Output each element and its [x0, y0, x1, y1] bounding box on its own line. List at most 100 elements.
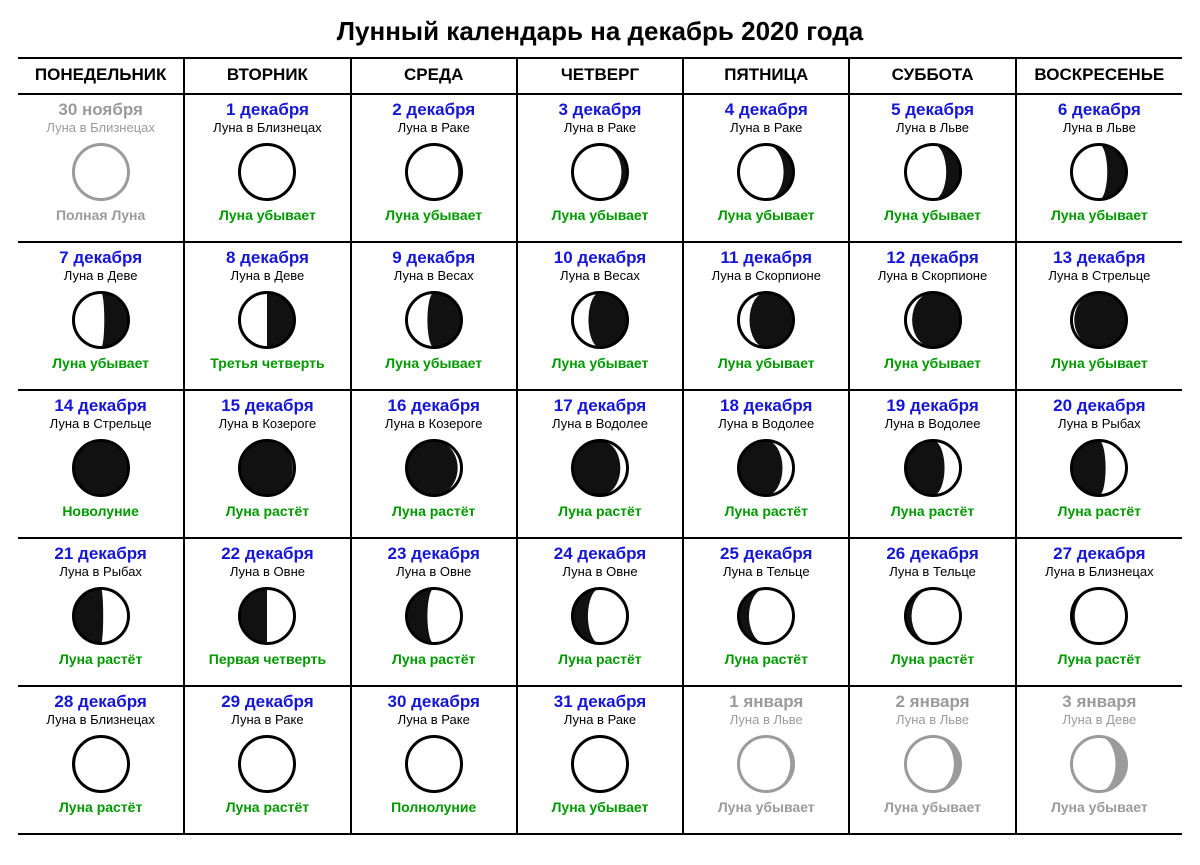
day-date: 27 декабря [1019, 545, 1180, 564]
calendar-day-cell: 6 декабряЛуна в Льве Луна убывает [1016, 94, 1182, 242]
day-phase-label: Луна убывает [852, 355, 1012, 371]
calendar-week-row: 30 ноябряЛуна в Близнецах Полная Луна1 д… [18, 94, 1182, 242]
weekday-header: СРЕДА [351, 58, 517, 94]
moon-phase-icon [238, 291, 296, 349]
weekday-header-row: ПОНЕДЕЛЬНИКВТОРНИКСРЕДАЧЕТВЕРГПЯТНИЦАСУБ… [18, 58, 1182, 94]
day-phase-label: Луна растёт [520, 503, 680, 519]
day-zodiac: Луна в Близнецах [187, 121, 347, 135]
day-date: 8 декабря [187, 249, 347, 268]
calendar-day-cell: 21 декабряЛуна в Рыбах Луна растёт [18, 538, 184, 686]
day-date: 23 декабря [354, 545, 514, 564]
moon-phase-icon [238, 587, 296, 645]
calendar-title: Лунный календарь на декабрь 2020 года [18, 16, 1182, 47]
calendar-body: 30 ноябряЛуна в Близнецах Полная Луна1 д… [18, 94, 1182, 834]
calendar-day-cell: 13 декабряЛуна в Стрельце Луна убывает [1016, 242, 1182, 390]
day-date: 9 декабря [354, 249, 514, 268]
day-phase-label: Полнолуние [354, 799, 514, 815]
calendar-day-cell: 28 декабряЛуна в Близнецах Луна растёт [18, 686, 184, 834]
day-phase-label: Луна убывает [686, 799, 846, 815]
day-phase-label: Луна растёт [354, 503, 514, 519]
day-phase-label: Луна растёт [20, 799, 181, 815]
day-date: 24 декабря [520, 545, 680, 564]
moon-phase-icon [238, 735, 296, 793]
day-phase-label: Луна убывает [520, 355, 680, 371]
day-phase-label: Луна растёт [520, 651, 680, 667]
day-date: 17 декабря [520, 397, 680, 416]
moon-phase-icon [72, 439, 130, 497]
day-phase-label: Луна растёт [1019, 503, 1180, 519]
moon-phase-icon [405, 735, 463, 793]
day-phase-label: Луна убывает [852, 207, 1012, 223]
moon-phase-icon [904, 587, 962, 645]
weekday-header: ВОСКРЕСЕНЬЕ [1016, 58, 1182, 94]
day-date: 2 декабря [354, 101, 514, 120]
day-zodiac: Луна в Близнецах [20, 121, 181, 135]
day-zodiac: Луна в Деве [187, 269, 347, 283]
day-date: 30 декабря [354, 693, 514, 712]
day-zodiac: Луна в Стрельце [1019, 269, 1180, 283]
day-zodiac: Луна в Водолее [852, 417, 1012, 431]
calendar-day-cell: 30 декабряЛуна в Раке Полнолуние [351, 686, 517, 834]
day-date: 10 декабря [520, 249, 680, 268]
calendar-day-cell: 17 декабряЛуна в Водолее Луна растёт [517, 390, 683, 538]
moon-phase-icon [1070, 587, 1128, 645]
day-date: 3 января [1019, 693, 1180, 712]
day-date: 7 декабря [20, 249, 181, 268]
day-zodiac: Луна в Деве [20, 269, 181, 283]
moon-phase-icon [571, 735, 629, 793]
calendar-week-row: 7 декабряЛуна в Деве Луна убывает8 декаб… [18, 242, 1182, 390]
day-zodiac: Луна в Водолее [520, 417, 680, 431]
moon-phase-icon [571, 291, 629, 349]
calendar-day-cell: 30 ноябряЛуна в Близнецах Полная Луна [18, 94, 184, 242]
day-phase-label: Луна убывает [187, 207, 347, 223]
day-phase-label: Луна убывает [852, 799, 1012, 815]
day-date: 11 декабря [686, 249, 846, 268]
calendar-day-cell: 29 декабряЛуна в Раке Луна растёт [184, 686, 350, 834]
day-zodiac: Луна в Скорпионе [686, 269, 846, 283]
calendar-day-cell: 26 декабряЛуна в Тельце Луна растёт [849, 538, 1015, 686]
day-date: 26 декабря [852, 545, 1012, 564]
day-phase-label: Луна убывает [354, 207, 514, 223]
calendar-day-cell: 16 декабряЛуна в Козероге Луна растёт [351, 390, 517, 538]
day-zodiac: Луна в Льве [686, 713, 846, 727]
calendar-day-cell: 24 декабряЛуна в Овне Луна растёт [517, 538, 683, 686]
day-phase-label: Луна растёт [354, 651, 514, 667]
moon-phase-icon [904, 143, 962, 201]
day-zodiac: Луна в Рыбах [1019, 417, 1180, 431]
day-phase-label: Новолуние [20, 503, 181, 519]
day-zodiac: Луна в Весах [354, 269, 514, 283]
moon-phase-icon [737, 587, 795, 645]
calendar-day-cell: 22 декабряЛуна в Овне Первая четверть [184, 538, 350, 686]
calendar-day-cell: 1 декабряЛуна в Близнецах Луна убывает [184, 94, 350, 242]
moon-phase-icon [737, 439, 795, 497]
day-zodiac: Луна в Раке [686, 121, 846, 135]
day-zodiac: Луна в Тельце [852, 565, 1012, 579]
day-zodiac: Луна в Стрельце [20, 417, 181, 431]
day-date: 30 ноября [20, 101, 181, 120]
day-phase-label: Луна растёт [187, 799, 347, 815]
calendar-day-cell: 15 декабряЛуна в Козероге Луна растёт [184, 390, 350, 538]
day-phase-label: Луна растёт [852, 651, 1012, 667]
moon-phase-icon [405, 291, 463, 349]
day-zodiac: Луна в Козероге [354, 417, 514, 431]
calendar-day-cell: 9 декабряЛуна в Весах Луна убывает [351, 242, 517, 390]
day-phase-label: Полная Луна [20, 207, 181, 223]
day-date: 18 декабря [686, 397, 846, 416]
moon-phase-icon [904, 291, 962, 349]
day-phase-label: Луна растёт [852, 503, 1012, 519]
day-zodiac: Луна в Раке [520, 121, 680, 135]
calendar-day-cell: 11 декабряЛуна в Скорпионе Луна убывает [683, 242, 849, 390]
moon-phase-icon [1070, 735, 1128, 793]
day-date: 1 января [686, 693, 846, 712]
day-zodiac: Луна в Деве [1019, 713, 1180, 727]
weekday-header: ПОНЕДЕЛЬНИК [18, 58, 184, 94]
moon-phase-icon [737, 291, 795, 349]
day-zodiac: Луна в Весах [520, 269, 680, 283]
calendar-week-row: 14 декабряЛуна в Стрельце Новолуние15 де… [18, 390, 1182, 538]
calendar-day-cell: 10 декабряЛуна в Весах Луна убывает [517, 242, 683, 390]
day-date: 14 декабря [20, 397, 181, 416]
day-phase-label: Первая четверть [187, 651, 347, 667]
day-date: 3 декабря [520, 101, 680, 120]
moon-phase-icon [904, 439, 962, 497]
calendar-day-cell: 31 декабряЛуна в Раке Луна убывает [517, 686, 683, 834]
